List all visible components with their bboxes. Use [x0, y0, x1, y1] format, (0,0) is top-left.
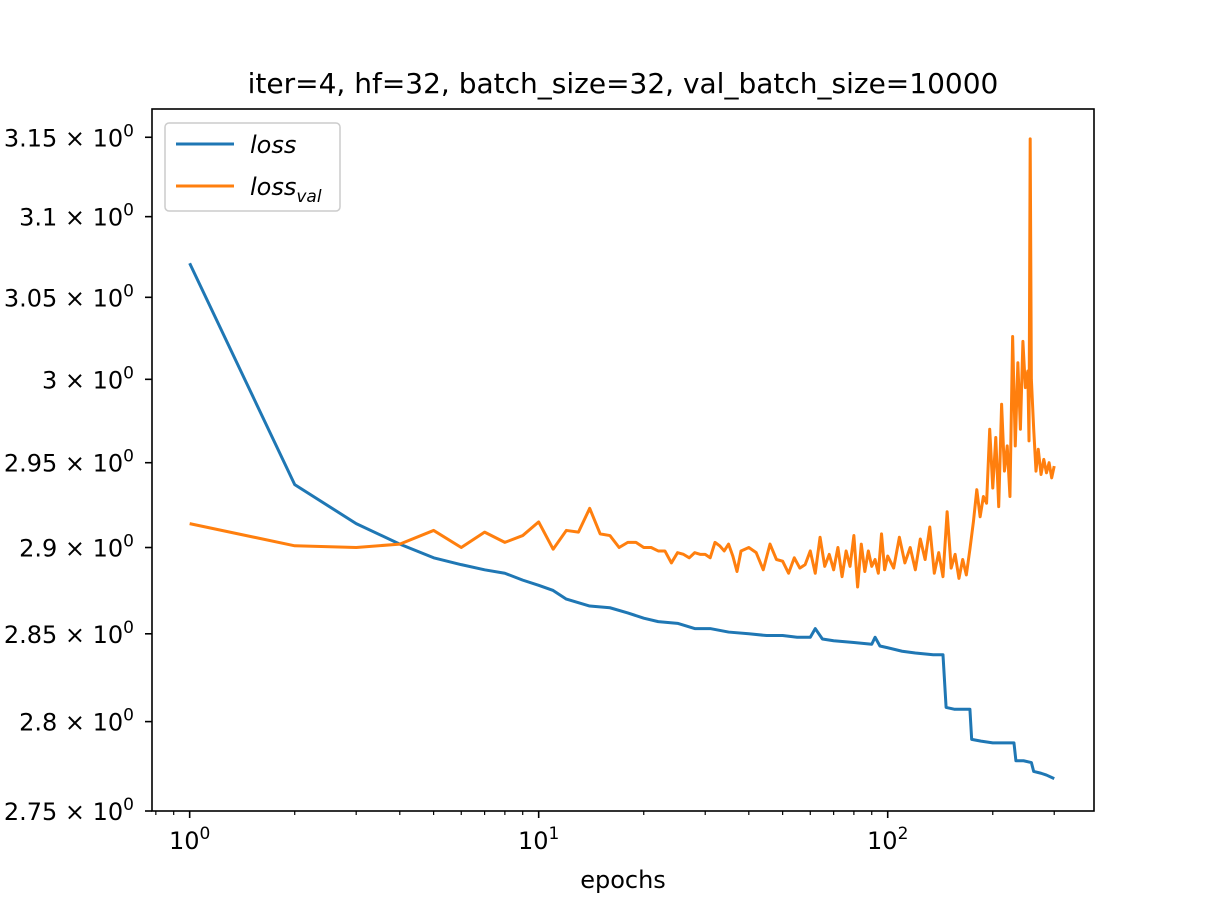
y-tick-label: 2.75 × 100 [4, 795, 134, 826]
y-tick-label: 3.15 × 100 [4, 121, 134, 152]
chart-title: iter=4, hf=32, batch_size=32, val_batch_… [248, 67, 999, 100]
y-tick-label: 2.85 × 100 [4, 618, 134, 649]
x-tick-label: 102 [867, 824, 908, 855]
y-tick-label: 2.9 × 100 [19, 532, 134, 563]
legend-label-loss: loss [250, 131, 296, 159]
y-tick-label: 3.05 × 100 [4, 281, 134, 312]
legend-label-loss-val: lossval [250, 173, 322, 207]
legend: loss lossval [164, 122, 341, 212]
x-axis-label: epochs [580, 866, 666, 894]
y-tick-label: 2.95 × 100 [4, 447, 134, 478]
y-axis-ticks: 2.75 × 100 2.8 × 100 2.85 × 100 2.9 × 100 2.… [4, 121, 152, 826]
x-axis-ticks: 100 101 102 [155, 811, 1055, 855]
x-tick-label: 100 [169, 824, 210, 855]
x-tick-label: 101 [518, 824, 559, 855]
y-tick-label: 2.8 × 100 [19, 706, 134, 737]
axes-frame [151, 108, 1095, 812]
y-tick-label: 3 × 100 [42, 363, 134, 394]
y-tick-label: 3.1 × 100 [19, 201, 134, 232]
series-line-loss-val [189, 137, 1056, 589]
plot-area [151, 108, 1095, 812]
series-line-loss [188, 262, 1055, 780]
